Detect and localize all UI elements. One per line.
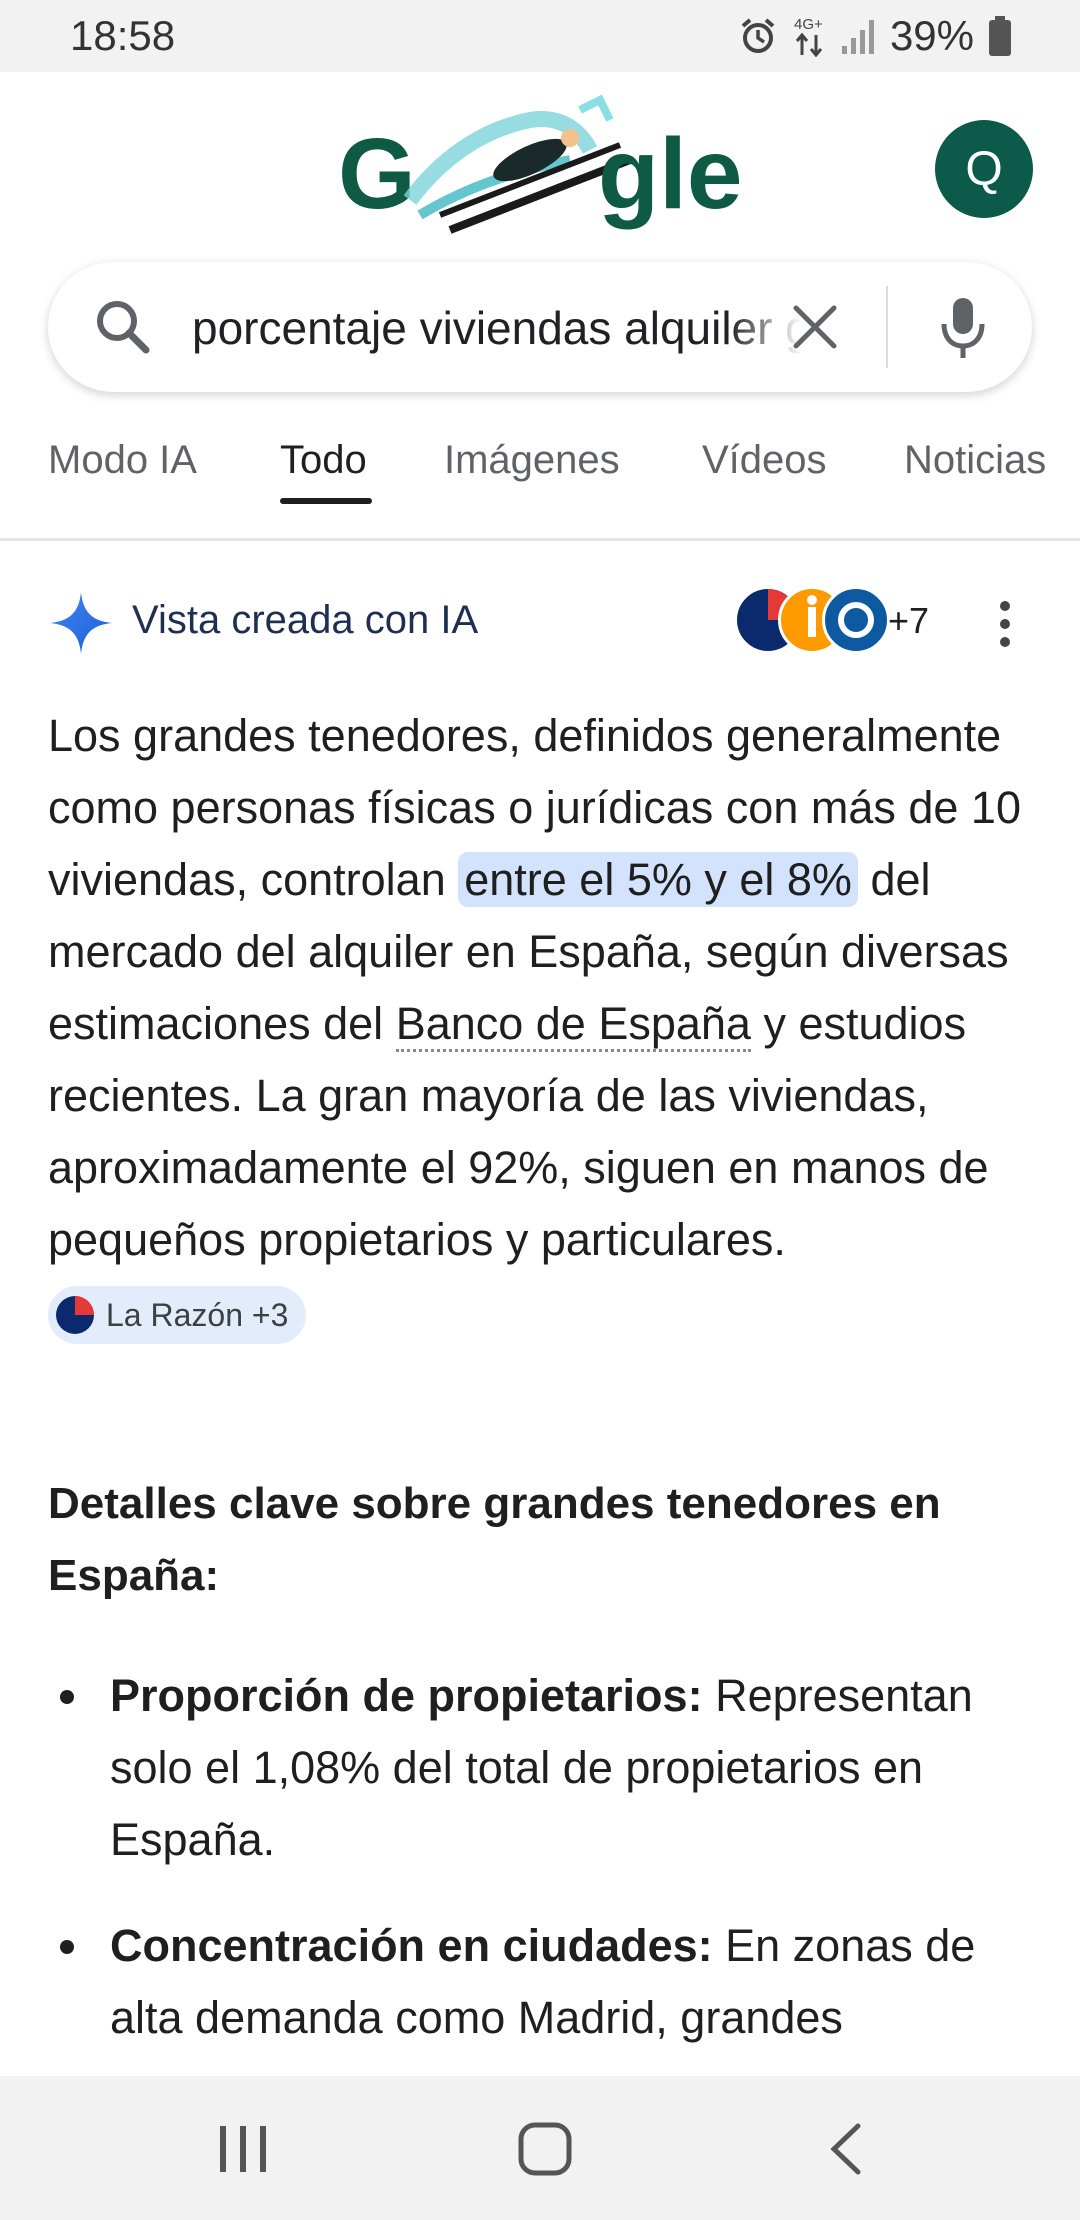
battery-icon — [989, 16, 1011, 56]
tab-videos[interactable]: Vídeos — [702, 438, 827, 482]
search-divider — [886, 286, 888, 368]
svg-text:4G+: 4G+ — [794, 16, 823, 33]
answer-text-1: Los grandes tenedores, definidos general… — [48, 710, 1021, 905]
sparkle-icon — [50, 592, 112, 654]
banco-de-espana-link[interactable]: Banco de España — [395, 998, 751, 1052]
ai-overview-header: Vista creada con IA +7 — [0, 580, 1080, 660]
details-list: Proporción de propietarios: Representan … — [48, 1660, 1038, 2088]
back-icon[interactable] — [820, 2120, 872, 2178]
answer-highlight[interactable]: entre el 5% y el 8% — [458, 852, 858, 907]
details-heading: Detalles clave sobre grandes tenedores e… — [48, 1479, 941, 1600]
clear-icon[interactable] — [788, 300, 842, 354]
ai-overview-title: Vista creada con IA — [132, 598, 479, 642]
citation-chip-label: La Razón +3 — [106, 1297, 289, 1334]
svg-text:G: G — [338, 118, 416, 230]
search-input[interactable]: porcentaje viviendas alquiler grandes te… — [192, 302, 802, 354]
answer-text-3: y estudios recientes. La gran mayoría de… — [48, 998, 989, 1265]
bullet-text: Representan solo el 1,08% del total de p… — [110, 1670, 973, 1865]
bullet-bold: Concentración en ciudades: — [110, 1920, 713, 1971]
tab-modo-ia[interactable]: Modo IA — [48, 438, 197, 482]
system-nav-bar — [0, 2076, 1080, 2220]
status-bar: 18:58 4G+ 39% — [0, 0, 1080, 72]
source-news-icon — [822, 586, 890, 654]
citation-chip[interactable]: La Razón +3 — [48, 1286, 307, 1345]
sources-more-count[interactable]: +7 — [888, 600, 930, 641]
list-item: Proporción de propietarios: Representan … — [48, 1660, 1038, 1876]
list-item: Concentración en ciudades: En zonas de a… — [48, 1910, 1038, 2054]
header: G gle Q — [0, 72, 1080, 262]
search-box[interactable]: porcentaje viviendas alquiler grandes te… — [48, 262, 1032, 392]
bullet-bold: Proporción de propietarios: — [110, 1670, 703, 1721]
data-arrows-icon: 4G+ — [794, 16, 823, 57]
signal-icon — [841, 20, 874, 54]
microphone-icon[interactable] — [928, 292, 998, 362]
search-tabs: Modo IA Todo Imágenes Vídeos Noticias — [0, 400, 1080, 541]
bullet-text: En zonas de alta demanda como Madrid, gr… — [110, 1920, 976, 2043]
status-time: 18:58 — [70, 12, 176, 59]
google-doodle-logo[interactable]: G gle — [330, 90, 750, 240]
ai-overview-answer: Los grandes tenedores, definidos general… — [48, 700, 1038, 1348]
more-vert-icon[interactable] — [990, 594, 1020, 654]
tab-todo[interactable]: Todo — [280, 438, 367, 482]
search-icon — [97, 301, 150, 354]
source-icons[interactable] — [734, 586, 890, 656]
active-tab-indicator — [280, 498, 372, 504]
recent-apps-icon[interactable] — [216, 2120, 270, 2178]
account-avatar[interactable]: Q — [935, 120, 1033, 218]
battery-percent: 39% — [889, 12, 974, 59]
avatar-letter: Q — [965, 142, 1003, 196]
home-icon[interactable] — [516, 2120, 574, 2178]
tab-noticias[interactable]: Noticias — [904, 438, 1047, 482]
la-razon-icon — [56, 1296, 94, 1335]
alarm-icon — [741, 18, 775, 53]
svg-text:gle: gle — [598, 118, 742, 230]
answer-text-2: del mercado del alquiler en España, segú… — [48, 854, 1009, 1049]
tab-imagenes[interactable]: Imágenes — [444, 438, 620, 482]
status-icons: 4G+ 39% — [738, 12, 1012, 60]
